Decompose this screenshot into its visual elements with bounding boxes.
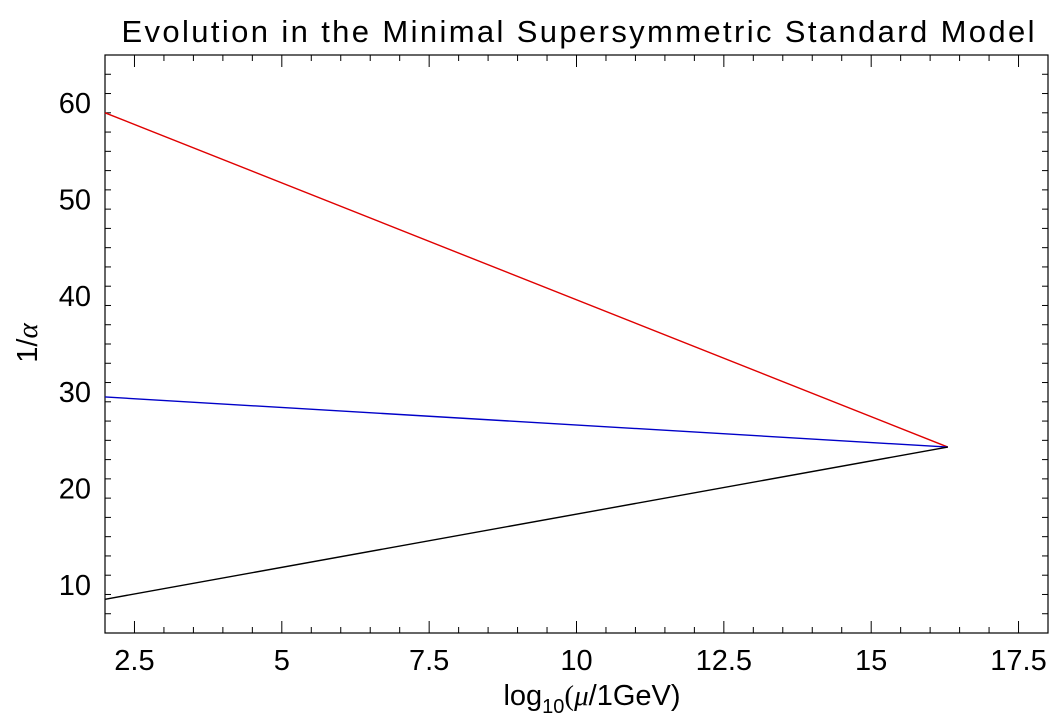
series-line-2: [104, 396, 948, 448]
x-tick-label: 10: [560, 645, 592, 677]
y-tick-label: 30: [59, 377, 91, 409]
y-axis-label: 1/α: [12, 323, 44, 363]
series-line-1: [104, 112, 949, 448]
y-tick-label: 50: [59, 185, 91, 217]
x-axis-label-open: (: [564, 680, 574, 712]
x-tick-label: 12.5: [696, 645, 752, 677]
chart-title: Evolution in the Minimal Supersymmetric …: [122, 14, 1035, 49]
x-tick-label: 7.5: [409, 645, 449, 677]
x-axis-label: log10(μ/1GeV): [503, 680, 680, 718]
y-axis-label-one: 1/: [12, 338, 44, 363]
x-tick-label: 15: [855, 645, 887, 677]
y-tick-label: 60: [59, 88, 91, 120]
y-tick-label: 40: [59, 281, 91, 313]
x-axis-label-subscript: 10: [542, 696, 564, 718]
plot-frame: [104, 54, 1049, 634]
x-axis-label-mu: μ: [573, 680, 589, 712]
x-tick-label: 17.5: [990, 645, 1046, 677]
series-lines: [104, 112, 949, 600]
y-tick-label: 10: [59, 570, 91, 602]
axis-ticks: [104, 54, 1049, 634]
x-tick-label: 5: [274, 645, 290, 677]
x-axis-label-rest: /1GeV): [589, 680, 681, 712]
y-axis-label-alpha: α: [12, 323, 44, 339]
x-axis-label-log: log: [503, 680, 542, 712]
y-tick-label: 20: [59, 474, 91, 506]
series-line-3: [104, 446, 948, 600]
x-tick-label: 2.5: [114, 645, 154, 677]
axis-tick-labels: 2.5 5 7.5 10 12.5 15 17.5 10 20 30 40 50 60: [59, 88, 1047, 677]
